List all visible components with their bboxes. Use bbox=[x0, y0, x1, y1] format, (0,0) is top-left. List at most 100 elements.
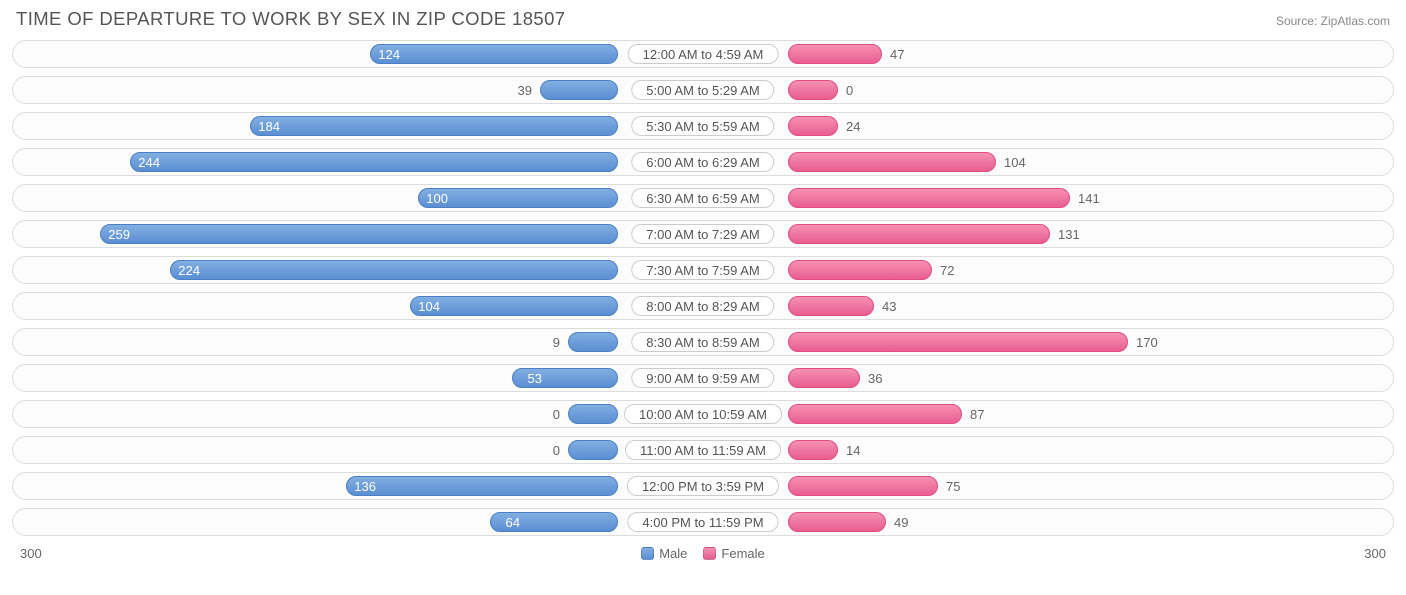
value-male: 259 bbox=[108, 221, 130, 247]
chart-row: 3905:00 AM to 5:29 AM bbox=[12, 76, 1394, 104]
bar-female bbox=[788, 404, 962, 424]
legend-swatch-male bbox=[641, 547, 654, 560]
legend-label-female: Female bbox=[721, 546, 764, 561]
bar-male bbox=[540, 80, 618, 100]
row-right-half: 0 bbox=[703, 77, 1393, 103]
bar-female bbox=[788, 224, 1050, 244]
row-left-half: 0 bbox=[13, 437, 703, 463]
diverging-bar-chart: 1244712:00 AM to 4:59 AM3905:00 AM to 5:… bbox=[12, 40, 1394, 536]
bar-female bbox=[788, 116, 838, 136]
value-female: 75 bbox=[946, 473, 960, 499]
legend-item-female: Female bbox=[703, 546, 764, 561]
value-male: 136 bbox=[354, 473, 376, 499]
row-time-label: 12:00 PM to 3:59 PM bbox=[627, 476, 779, 496]
legend-label-male: Male bbox=[659, 546, 687, 561]
row-time-label: 8:00 AM to 8:29 AM bbox=[631, 296, 774, 316]
chart-row: 224 72 7:30 AM to 7:59 AM bbox=[12, 256, 1394, 284]
row-time-label: 6:30 AM to 6:59 AM bbox=[631, 188, 774, 208]
chart-row: 0 87 10:00 AM to 10:59 AM bbox=[12, 400, 1394, 428]
chart-header: TIME OF DEPARTURE TO WORK BY SEX IN ZIP … bbox=[12, 8, 1394, 30]
row-left-half: 124 bbox=[13, 41, 703, 67]
bar-male bbox=[250, 116, 618, 136]
chart-row: 100 141 6:30 AM to 6:59 AM bbox=[12, 184, 1394, 212]
row-right-half: 14 bbox=[703, 437, 1393, 463]
axis-left-max: 300 bbox=[20, 546, 42, 561]
bar-female bbox=[788, 260, 932, 280]
bar-male bbox=[418, 188, 618, 208]
value-female: 0 bbox=[846, 77, 853, 103]
row-left-half: 64 bbox=[13, 509, 703, 535]
row-left-half: 244 bbox=[13, 149, 703, 175]
value-male: 39 bbox=[518, 77, 532, 103]
value-male: 124 bbox=[378, 41, 400, 67]
bar-female bbox=[788, 44, 882, 64]
bar-male bbox=[568, 332, 618, 352]
row-time-label: 9:00 AM to 9:59 AM bbox=[631, 368, 774, 388]
chart-legend: Male Female bbox=[641, 546, 765, 561]
bar-male bbox=[370, 44, 618, 64]
bar-male bbox=[100, 224, 618, 244]
row-right-half: 104 bbox=[703, 149, 1393, 175]
chart-row: 104 43 8:00 AM to 8:29 AM bbox=[12, 292, 1394, 320]
value-female: 131 bbox=[1058, 221, 1080, 247]
row-time-label: 6:00 AM to 6:29 AM bbox=[631, 152, 774, 172]
row-time-label: 11:00 AM to 11:59 AM bbox=[625, 440, 781, 460]
row-time-label: 7:00 AM to 7:29 AM bbox=[631, 224, 774, 244]
value-male: 100 bbox=[426, 185, 448, 211]
bar-female bbox=[788, 80, 838, 100]
bar-female bbox=[788, 332, 1128, 352]
bar-male bbox=[568, 404, 618, 424]
row-time-label: 5:30 AM to 5:59 AM bbox=[631, 116, 774, 136]
value-female: 72 bbox=[940, 257, 954, 283]
row-right-half: 131 bbox=[703, 221, 1393, 247]
value-male: 0 bbox=[553, 401, 560, 427]
row-time-label: 12:00 AM to 4:59 AM bbox=[628, 44, 779, 64]
bar-male bbox=[568, 440, 618, 460]
row-left-half: 9 bbox=[13, 329, 703, 355]
chart-row: 53 369:00 AM to 9:59 AM bbox=[12, 364, 1394, 392]
value-female: 170 bbox=[1136, 329, 1158, 355]
value-female: 24 bbox=[846, 113, 860, 139]
value-male: 184 bbox=[258, 113, 280, 139]
value-female: 49 bbox=[894, 509, 908, 535]
bar-female bbox=[788, 368, 860, 388]
chart-source: Source: ZipAtlas.com bbox=[1276, 14, 1390, 28]
bar-female bbox=[788, 476, 938, 496]
value-female: 141 bbox=[1078, 185, 1100, 211]
row-time-label: 10:00 AM to 10:59 AM bbox=[624, 404, 782, 424]
bar-male bbox=[346, 476, 618, 496]
axis-right-max: 300 bbox=[1364, 546, 1386, 561]
chart-row: 136 75 12:00 PM to 3:59 PM bbox=[12, 472, 1394, 500]
value-female: 104 bbox=[1004, 149, 1026, 175]
chart-row: 9 170 8:30 AM to 8:59 AM bbox=[12, 328, 1394, 356]
row-left-half: 259 bbox=[13, 221, 703, 247]
row-time-label: 7:30 AM to 7:59 AM bbox=[631, 260, 774, 280]
value-male: 104 bbox=[418, 293, 440, 319]
chart-row: 124 4712:00 AM to 4:59 AM bbox=[12, 40, 1394, 68]
value-male: 224 bbox=[178, 257, 200, 283]
row-right-half: 170 bbox=[703, 329, 1393, 355]
row-left-half: 53 bbox=[13, 365, 703, 391]
chart-title: TIME OF DEPARTURE TO WORK BY SEX IN ZIP … bbox=[16, 8, 565, 30]
bar-male bbox=[170, 260, 618, 280]
row-time-label: 8:30 AM to 8:59 AM bbox=[631, 332, 774, 352]
bar-female bbox=[788, 152, 996, 172]
row-right-half: 47 bbox=[703, 41, 1393, 67]
row-right-half: 75 bbox=[703, 473, 1393, 499]
bar-male bbox=[410, 296, 618, 316]
value-female: 87 bbox=[970, 401, 984, 427]
chart-row: 0 14 11:00 AM to 11:59 AM bbox=[12, 436, 1394, 464]
value-male: 9 bbox=[553, 329, 560, 355]
row-right-half: 43 bbox=[703, 293, 1393, 319]
bar-female bbox=[788, 440, 838, 460]
legend-swatch-female bbox=[703, 547, 716, 560]
value-female: 14 bbox=[846, 437, 860, 463]
bar-female bbox=[788, 512, 886, 532]
value-female: 43 bbox=[882, 293, 896, 319]
row-right-half: 36 bbox=[703, 365, 1393, 391]
row-left-half: 104 bbox=[13, 293, 703, 319]
row-left-half: 0 bbox=[13, 401, 703, 427]
chart-row: 184 24 5:30 AM to 5:59 AM bbox=[12, 112, 1394, 140]
row-left-half: 224 bbox=[13, 257, 703, 283]
value-male: 53 bbox=[528, 365, 542, 391]
